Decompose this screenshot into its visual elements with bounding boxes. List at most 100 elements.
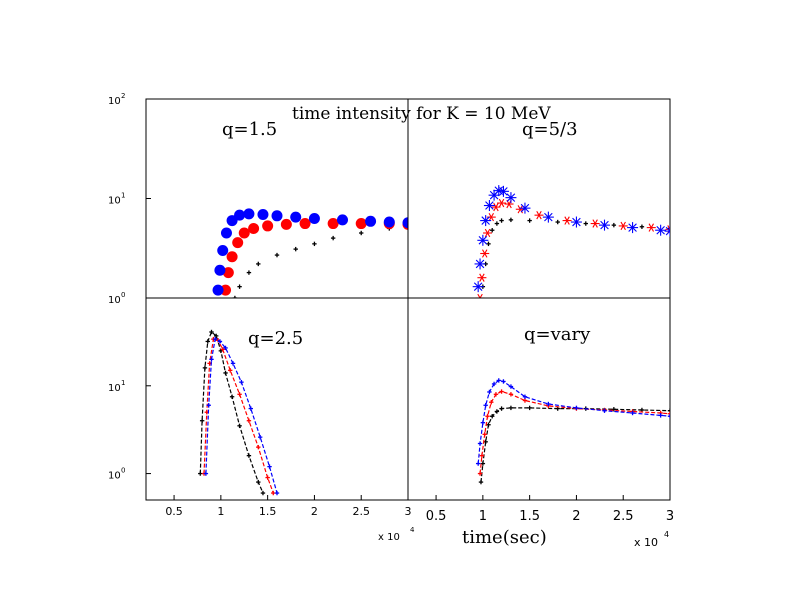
data-point-black	[480, 461, 486, 466]
data-point-red	[499, 389, 504, 394]
x-tick-label: 1.5	[519, 509, 540, 524]
data-point-red	[238, 227, 250, 239]
panel-0-series-area	[212, 208, 408, 298]
data-point-black	[478, 479, 484, 485]
series-blue	[475, 378, 670, 466]
data-point-blue	[217, 339, 223, 344]
data-point-black	[611, 222, 617, 228]
panel-top-left-plot	[212, 208, 408, 298]
data-point-black	[486, 422, 491, 427]
data-point-red	[228, 368, 233, 373]
data-point-red	[271, 490, 276, 496]
x-tick-label: 3	[666, 509, 674, 524]
panel-top-right-annotation: q=5/3	[522, 119, 578, 140]
data-point-red	[480, 249, 490, 258]
data-point-red	[485, 414, 490, 419]
data-point-black	[527, 218, 532, 223]
data-point-red	[220, 347, 225, 352]
data-point-black	[583, 221, 588, 226]
data-point-red	[237, 392, 242, 397]
data-point-black	[494, 409, 500, 414]
data-point-red	[226, 251, 238, 263]
data-point-red	[248, 222, 260, 234]
data-point-black	[359, 230, 364, 236]
data-point-blue	[542, 211, 554, 223]
x-tick-label: 2.5	[352, 505, 370, 518]
data-point-black	[237, 423, 242, 429]
data-point-red	[479, 453, 485, 458]
panel-2-series-area	[198, 329, 280, 496]
data-point-blue	[206, 403, 211, 408]
data-point-black	[256, 479, 261, 485]
x-multiplier-right-base: x 10	[634, 536, 658, 549]
data-point-red	[667, 411, 670, 416]
data-point-black	[490, 228, 495, 233]
panel-top-left: q=1.5	[145, 98, 409, 299]
data-point-blue	[497, 185, 509, 197]
data-point-red	[477, 273, 487, 282]
data-point-black	[667, 408, 670, 413]
panel-bottom-left-annotation: q=2.5	[248, 328, 303, 349]
data-point-black	[499, 218, 504, 223]
data-point-blue	[480, 420, 486, 425]
data-point-blue	[664, 225, 670, 237]
data-point-black	[499, 406, 504, 411]
data-point-blue	[220, 227, 232, 239]
data-point-black	[555, 219, 560, 225]
series-blue	[203, 336, 280, 496]
data-point-black	[209, 329, 214, 335]
data-point-blue	[234, 209, 246, 221]
x-multiplier-right: x 10 4	[634, 530, 669, 549]
figure-title: time intensity for K = 10 MeV	[292, 104, 551, 124]
data-point-blue	[475, 461, 481, 466]
data-point-blue	[630, 410, 635, 416]
data-point-red	[327, 218, 339, 230]
tick-layer: 10 010 110 210 010 10.5 1 1.5 2 2.5 3 0.5 1 1.5 2 2.5 3	[108, 92, 674, 524]
data-point-black	[639, 224, 645, 229]
data-point-black	[229, 394, 235, 399]
data-point-blue	[474, 258, 486, 270]
x-multiplier-left: x 10 4	[378, 526, 415, 543]
y-tick-label-exp: 1	[121, 192, 125, 200]
data-point-black	[205, 339, 210, 344]
data-point-black	[293, 246, 298, 252]
y-tick-label-exp: 2	[121, 92, 125, 100]
panel-bottom-left: q=2.5	[145, 297, 409, 501]
data-point-blue	[477, 441, 483, 446]
data-point-red	[534, 210, 544, 220]
data-point-black	[223, 370, 228, 376]
data-point-red	[262, 220, 274, 232]
data-point-red	[265, 475, 270, 480]
data-point-red	[299, 218, 311, 230]
data-point-black	[213, 333, 219, 339]
data-point-blue	[257, 434, 263, 440]
series-blue	[212, 208, 408, 296]
data-point-blue	[365, 215, 377, 227]
data-point-blue	[496, 378, 501, 383]
panel-bottom-right-frame	[407, 297, 671, 501]
x-tick-label: 2	[311, 505, 318, 518]
x-tick-label: 2.5	[613, 509, 634, 524]
data-point-black	[237, 284, 242, 289]
data-point-red	[618, 221, 628, 231]
x-multiplier-left-base: x 10	[378, 532, 400, 543]
data-point-red	[508, 392, 514, 397]
data-point-red	[482, 432, 487, 437]
data-point-blue	[402, 217, 408, 229]
y-tick-label: 10	[108, 96, 121, 107]
data-point-red	[232, 237, 244, 249]
data-point-blue	[267, 464, 272, 469]
data-point-black	[202, 365, 208, 371]
x-tick-label: 1	[217, 505, 224, 518]
data-point-blue	[546, 401, 551, 407]
x-tick-label: 2	[572, 509, 580, 524]
series-line-blue	[205, 338, 278, 494]
series-line-black	[480, 407, 670, 483]
panel-bottom-right-annotation: q=vary	[524, 324, 591, 345]
data-point-blue	[508, 384, 514, 389]
data-point-blue	[337, 214, 348, 226]
data-point-blue	[472, 281, 484, 293]
data-point-blue	[271, 210, 283, 222]
x-tick-label: 0.5	[426, 509, 447, 524]
